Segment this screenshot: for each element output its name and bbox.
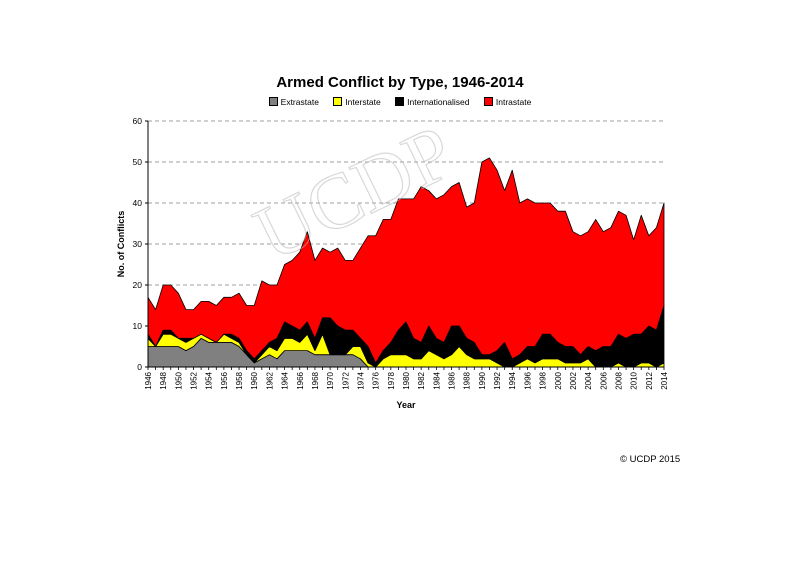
stacked-areas [147,157,665,368]
x-tick-label-1986: 1986 [448,371,457,389]
y-tick-label-20: 20 [133,280,143,290]
x-tick-label-1958: 1958 [235,371,244,389]
x-tick-label-1962: 1962 [265,371,274,389]
y-tick-label-0: 0 [137,362,142,372]
copyright-text: © UCDP 2015 [620,454,681,465]
axes: 0 10 20 30 40 50 60 1946 1948 1950 1952 1954 1956 195… [133,116,669,390]
x-tick-label-2004: 2004 [584,371,593,389]
x-tick-label-2008: 2008 [614,371,623,389]
x-axis-title: Year [396,400,416,410]
legend-item-interstate: Interstate [333,96,381,107]
x-tick-label-1970: 1970 [326,371,335,389]
legend-label-intrastate: Intrastate [495,96,532,107]
legend-item-intrastate: Intrastate [483,96,532,107]
x-tick-label-1972: 1972 [341,371,350,389]
y-axis-title: No. of Conflicts [116,211,126,278]
y-tick-label-10: 10 [133,321,143,331]
x-tick-label-1996: 1996 [523,371,532,389]
x-tick-label-2006: 2006 [599,371,608,389]
x-tick-label-1994: 1994 [508,371,517,389]
legend-swatch-extrastate [268,96,278,106]
x-tick-label-1966: 1966 [296,371,305,389]
x-tick-label-1964: 1964 [281,371,290,389]
x-tick-label-2000: 2000 [554,371,563,389]
y-tick-label-30: 30 [133,239,143,249]
legend-swatch-intrastate [483,96,493,106]
x-tick-label-1978: 1978 [387,371,396,389]
legend-swatch-internationalised [395,96,405,106]
y-tick-label-60: 60 [133,116,143,126]
x-tick-label-1968: 1968 [311,371,320,389]
x-tick-label-1992: 1992 [493,371,502,389]
legend-label-internationalised: Internationalised [407,96,470,107]
x-tick-label-1974: 1974 [356,371,365,389]
chart-legend: Extrastate Interstate Internationalised … [0,96,800,107]
x-tick-label-1954: 1954 [205,371,214,389]
y-tick-label-50: 50 [133,157,143,167]
x-tick-label-2002: 2002 [569,371,578,389]
legend-label-extrastate: Extrastate [280,96,319,107]
x-tick-label-1956: 1956 [220,371,229,389]
y-tick-label-40: 40 [133,198,143,208]
x-tick-label-1982: 1982 [417,371,426,389]
x-tick-label-1946: 1946 [144,371,153,389]
x-tick-label-1976: 1976 [372,371,381,389]
legend-item-internationalised: Internationalised [395,96,470,107]
x-tick-label-2014: 2014 [660,371,669,389]
x-tick-label-1952: 1952 [190,371,199,389]
x-tick-label-1988: 1988 [463,371,472,389]
chart-title: Armed Conflict by Type, 1946-2014 [276,74,524,91]
legend-label-interstate: Interstate [345,96,381,107]
series-area-intrastate [147,157,665,364]
x-tick-label-1984: 1984 [432,371,441,389]
x-tick-label-1948: 1948 [159,371,168,389]
x-tick-label-1960: 1960 [250,371,259,389]
x-tick-label-1950: 1950 [174,371,183,389]
x-tick-label-1980: 1980 [402,371,411,389]
x-tick-label-2012: 2012 [645,371,654,389]
legend-swatch-interstate [333,96,343,106]
x-tick-label-2010: 2010 [630,371,639,389]
x-tick-label-1998: 1998 [539,371,548,389]
x-tick-label-1990: 1990 [478,371,487,389]
legend-item-extrastate: Extrastate [268,96,319,107]
